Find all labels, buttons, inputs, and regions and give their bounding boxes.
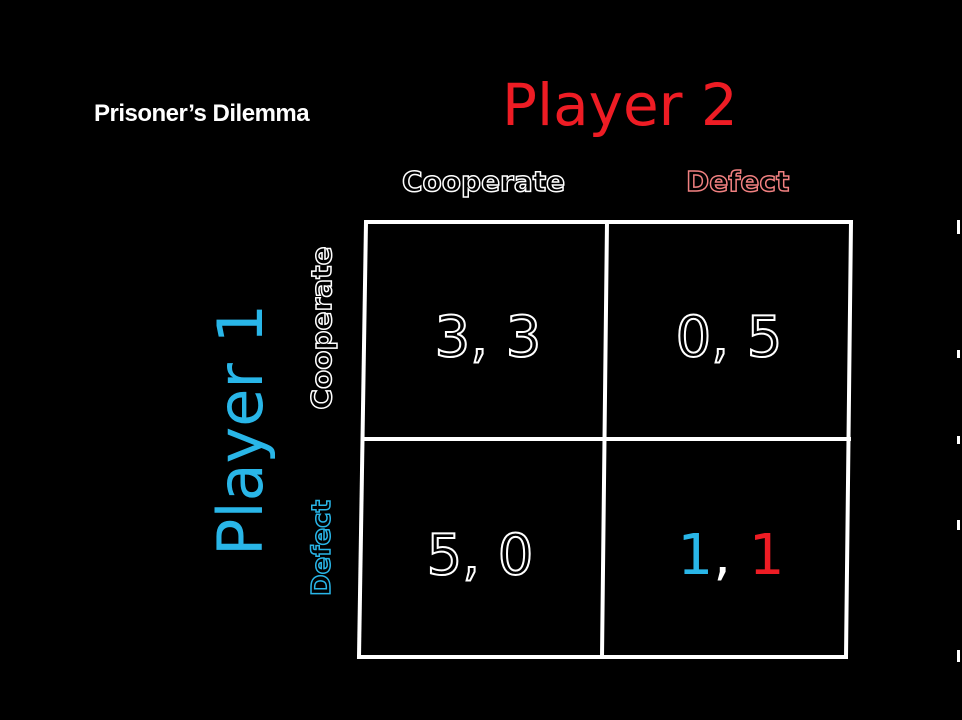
- grid-left-line: [356, 219, 369, 660]
- diagram-title: Prisoner’s Dilemma: [94, 100, 310, 127]
- grid-right-line: [843, 219, 854, 660]
- payoff-cooperate-cooperate: 3, 3: [434, 305, 543, 370]
- edge-fragment: [957, 350, 960, 358]
- edge-fragment: [957, 220, 960, 234]
- edge-fragment: [957, 436, 960, 444]
- player-2-label: Player 2: [502, 71, 738, 139]
- payoff-player1-value: 1: [677, 523, 714, 588]
- edge-fragment: [957, 650, 960, 662]
- edge-fragment: [957, 520, 960, 530]
- grid-middle-vertical-line: [599, 219, 610, 660]
- payoff-separator: ,: [713, 523, 731, 588]
- payoff-cooperate-defect: 0, 5: [675, 305, 784, 370]
- payoff-player2-value: 1: [748, 523, 785, 588]
- payoff-defect-defect: 1, 1: [678, 528, 785, 584]
- column-label-cooperate: Cooperate: [401, 165, 566, 198]
- column-label-defect: Defect: [685, 165, 790, 198]
- payoff-defect-cooperate: 5, 0: [426, 523, 535, 588]
